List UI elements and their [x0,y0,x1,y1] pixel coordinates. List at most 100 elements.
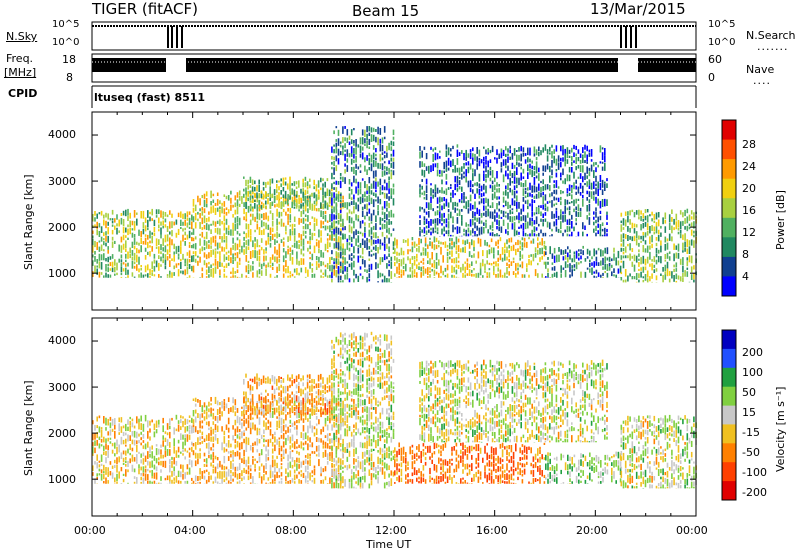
scatter-cell [499,237,502,242]
scatter-cell [392,241,395,247]
scatter-cell [210,245,212,249]
scatter-cell [282,187,285,192]
scatter-cell [230,204,232,211]
scatter-cell [256,185,258,192]
scatter-cell [547,261,549,265]
scatter-cell [606,183,608,188]
scatter-cell [491,193,494,201]
scatter-cell [293,481,296,484]
scatter-cell [429,267,431,270]
scatter-cell [199,442,201,445]
scatter-cell [127,215,129,221]
scatter-cell [546,163,549,170]
scatter-cell [289,407,291,415]
scatter-cell [245,187,247,195]
scatter-cell [205,443,208,449]
scatter-cell [456,149,459,157]
scatter-cell [205,464,208,467]
scatter-cell [392,358,395,363]
scatter-cell [355,403,357,407]
scatter-cell [518,202,520,209]
scatter-cell [496,182,498,187]
scatter-cell [582,185,584,194]
scatter-cell [597,198,599,206]
scatter-cell [422,443,425,447]
scatter-cell [671,209,673,214]
scatter-cell [582,198,584,207]
scatter-cell [164,254,167,260]
scatter-cell [247,405,249,412]
scatter-cell [447,209,450,213]
scatter-cell [175,460,178,466]
scatter-cell [372,377,375,381]
scatter-cell [560,265,562,273]
scatter-cell [673,227,675,231]
scatter-cell [553,266,556,271]
scatter-cell [377,404,379,407]
scatter-cell [236,243,239,250]
scatter-cell [357,391,360,394]
scatter-cell [508,474,510,480]
scatter-cell [227,440,230,448]
scatter-cell [298,464,300,469]
scatter-cell [98,253,101,261]
scatter-cell [344,202,346,208]
scatter-cell [506,239,508,245]
scatter-cell [311,263,314,266]
scatter-cell [622,279,625,283]
scatter-cell [184,227,186,231]
scatter-cell [295,186,298,189]
scatter-cell [357,215,360,219]
scatter-cell [350,342,353,349]
scatter-cell [245,232,248,239]
scatter-cell [160,210,162,218]
scatter-cell [502,191,505,196]
scatter-cell [359,153,362,158]
scatter-cell [353,448,355,457]
scatter-cell [232,267,234,275]
scatter-cell [464,240,466,246]
scatter-cell [269,413,271,415]
scatter-cell [478,149,481,157]
scatter-cell [353,472,355,480]
scatter-cell [569,254,571,260]
scatter-cell [249,184,252,188]
scatter-cell [571,221,573,229]
scatter-cell [419,206,421,212]
scatter-cell [122,262,125,265]
scatter-cell [429,258,431,265]
scatter-cell [377,126,379,135]
scatter-cell [201,246,204,252]
scatter-cell [577,176,580,179]
scatter-cell [265,422,267,431]
scatter-cell [335,336,338,343]
scatter-cell [245,265,248,273]
scatter-cell [309,385,311,393]
scatter-cell [232,450,234,455]
scatter-cell [116,272,118,276]
scatter-cell [388,376,390,382]
scatter-cell [258,255,261,262]
scatter-cell [476,234,478,237]
scatter-cell [304,387,307,391]
scatter-cell [302,382,304,387]
scatter-cell [447,213,450,221]
scatter-cell [212,263,215,266]
scatter-cell [263,228,265,235]
scatter-cell [466,239,469,244]
scatter-cell [446,251,449,257]
scatter-cell [342,417,344,423]
scatter-cell [511,181,514,184]
scatter-cell [593,261,595,268]
scatter-cell [588,199,591,204]
scatter-cell [441,223,443,226]
scatter-cell [158,457,160,461]
scatter-cell [364,399,366,406]
nsearch-label: N.Search [746,29,796,42]
scatter-cell [344,226,346,231]
scatter-cell [333,177,335,180]
scatter-cell [256,270,259,278]
scatter-cell [322,215,325,219]
scatter-cell [423,235,426,237]
scatter-cell [184,448,186,452]
